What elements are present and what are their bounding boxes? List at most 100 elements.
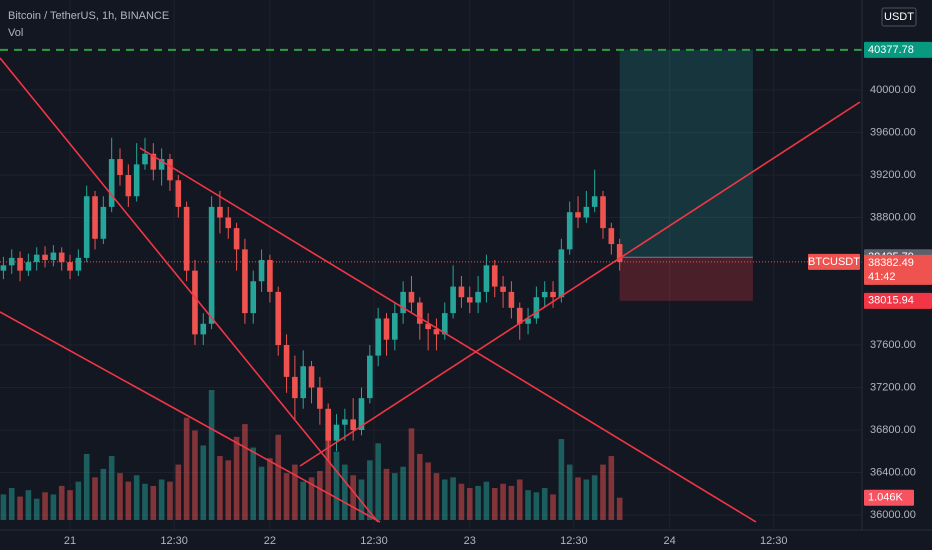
volume-bar <box>283 473 290 520</box>
candle-body <box>425 323 431 330</box>
candle-body <box>342 419 348 425</box>
x-tick-label: 12:30 <box>560 535 588 547</box>
volume-bar <box>550 494 556 520</box>
candle-body <box>500 286 506 292</box>
volume-bar <box>208 390 215 520</box>
volume-bar <box>458 483 465 520</box>
volume-bar <box>258 466 265 520</box>
x-tick-label: 22 <box>264 535 276 547</box>
target-price-box <box>864 41 932 58</box>
candle-body <box>333 424 340 441</box>
trend-lines <box>0 57 861 523</box>
currency-box[interactable] <box>881 7 917 27</box>
candle-body <box>142 153 148 165</box>
last-volume: 1.046K <box>868 492 904 504</box>
candle-body <box>450 286 456 314</box>
volume-bar <box>292 464 298 520</box>
volume-bar <box>608 456 615 520</box>
x-tick-label: 24 <box>664 535 676 547</box>
y-tick-label: 36000.00 <box>870 509 916 521</box>
x-tick-label: 12:30 <box>160 535 188 547</box>
target-zone <box>619 49 753 258</box>
chart-title: Bitcoin / TetherUS, 1h, BINANCE <box>8 10 169 22</box>
candle-body <box>167 159 173 181</box>
y-tick-label: 38800.00 <box>870 211 916 223</box>
candle-body <box>117 159 123 176</box>
candle-body <box>583 206 590 218</box>
volume-bar <box>425 462 431 520</box>
volume-bar <box>175 464 182 520</box>
candle-body <box>192 270 198 335</box>
candle-body <box>600 196 606 229</box>
volume-bar <box>117 473 123 520</box>
volume-bar <box>575 477 581 520</box>
candle-body <box>25 262 32 271</box>
volume-bar <box>133 475 140 520</box>
volume-bar <box>392 473 398 520</box>
volume-bar <box>242 424 248 520</box>
candle-body <box>433 329 440 335</box>
candle-body <box>133 164 140 197</box>
candle-body <box>441 313 448 335</box>
candle-body <box>17 257 23 271</box>
volume-title: Vol <box>8 27 23 39</box>
candle-body <box>50 252 57 261</box>
volume-bar <box>75 481 82 520</box>
y-tick-label: 36800.00 <box>870 424 916 436</box>
volume-bar <box>475 485 481 520</box>
volume-bar <box>616 497 623 520</box>
volume-bar <box>200 445 207 520</box>
volume-bar <box>17 496 23 520</box>
volume-bar <box>83 453 90 520</box>
stop-price-box <box>864 292 932 309</box>
volume-bar <box>358 479 365 520</box>
candle-body <box>575 212 581 218</box>
volume-bar <box>342 464 348 520</box>
volume-bar <box>450 477 456 520</box>
candle-body <box>533 297 540 319</box>
currency[interactable]: USDT <box>884 11 914 23</box>
candle-body <box>367 355 373 399</box>
volume-bar <box>483 481 490 520</box>
candle-body <box>525 318 531 324</box>
candle-body <box>208 206 215 324</box>
volume-bar <box>58 485 65 520</box>
volume-bar <box>383 468 390 520</box>
candle-body <box>258 260 265 282</box>
candle-body <box>225 217 232 229</box>
candle-body <box>308 366 315 388</box>
x-tick-label: 12:30 <box>760 535 788 547</box>
candle-body <box>175 180 182 207</box>
volume-bar <box>308 477 315 520</box>
candle-body <box>33 254 40 263</box>
volume-bar <box>441 479 448 520</box>
volume-bar <box>508 485 515 520</box>
candle-body <box>233 228 240 250</box>
candle-body <box>83 196 90 258</box>
candle-body <box>358 398 365 431</box>
candle-body <box>317 387 323 409</box>
candle-body <box>183 206 190 271</box>
trend-line <box>139 147 757 523</box>
volume-bar <box>516 479 523 520</box>
volume-bar <box>583 479 590 520</box>
candle-body <box>217 206 223 218</box>
x-tick-label: 12:30 <box>360 535 388 547</box>
volume-bar <box>50 494 57 520</box>
candle-body <box>275 291 282 346</box>
candle-body <box>483 265 490 292</box>
candle-body <box>383 318 390 340</box>
last-volume-box <box>864 489 914 506</box>
y-tick-label: 39200.00 <box>870 169 916 181</box>
volume-bar <box>8 488 15 520</box>
symbol-box <box>808 253 860 270</box>
volume-bar <box>325 434 331 520</box>
volume-bar <box>150 485 157 520</box>
volume-bar <box>433 473 440 520</box>
countdown: 41:42 <box>868 271 896 283</box>
candle-body <box>550 291 556 298</box>
volume-bar <box>350 475 356 520</box>
candle-body <box>616 244 623 262</box>
volume-bar <box>466 488 473 520</box>
